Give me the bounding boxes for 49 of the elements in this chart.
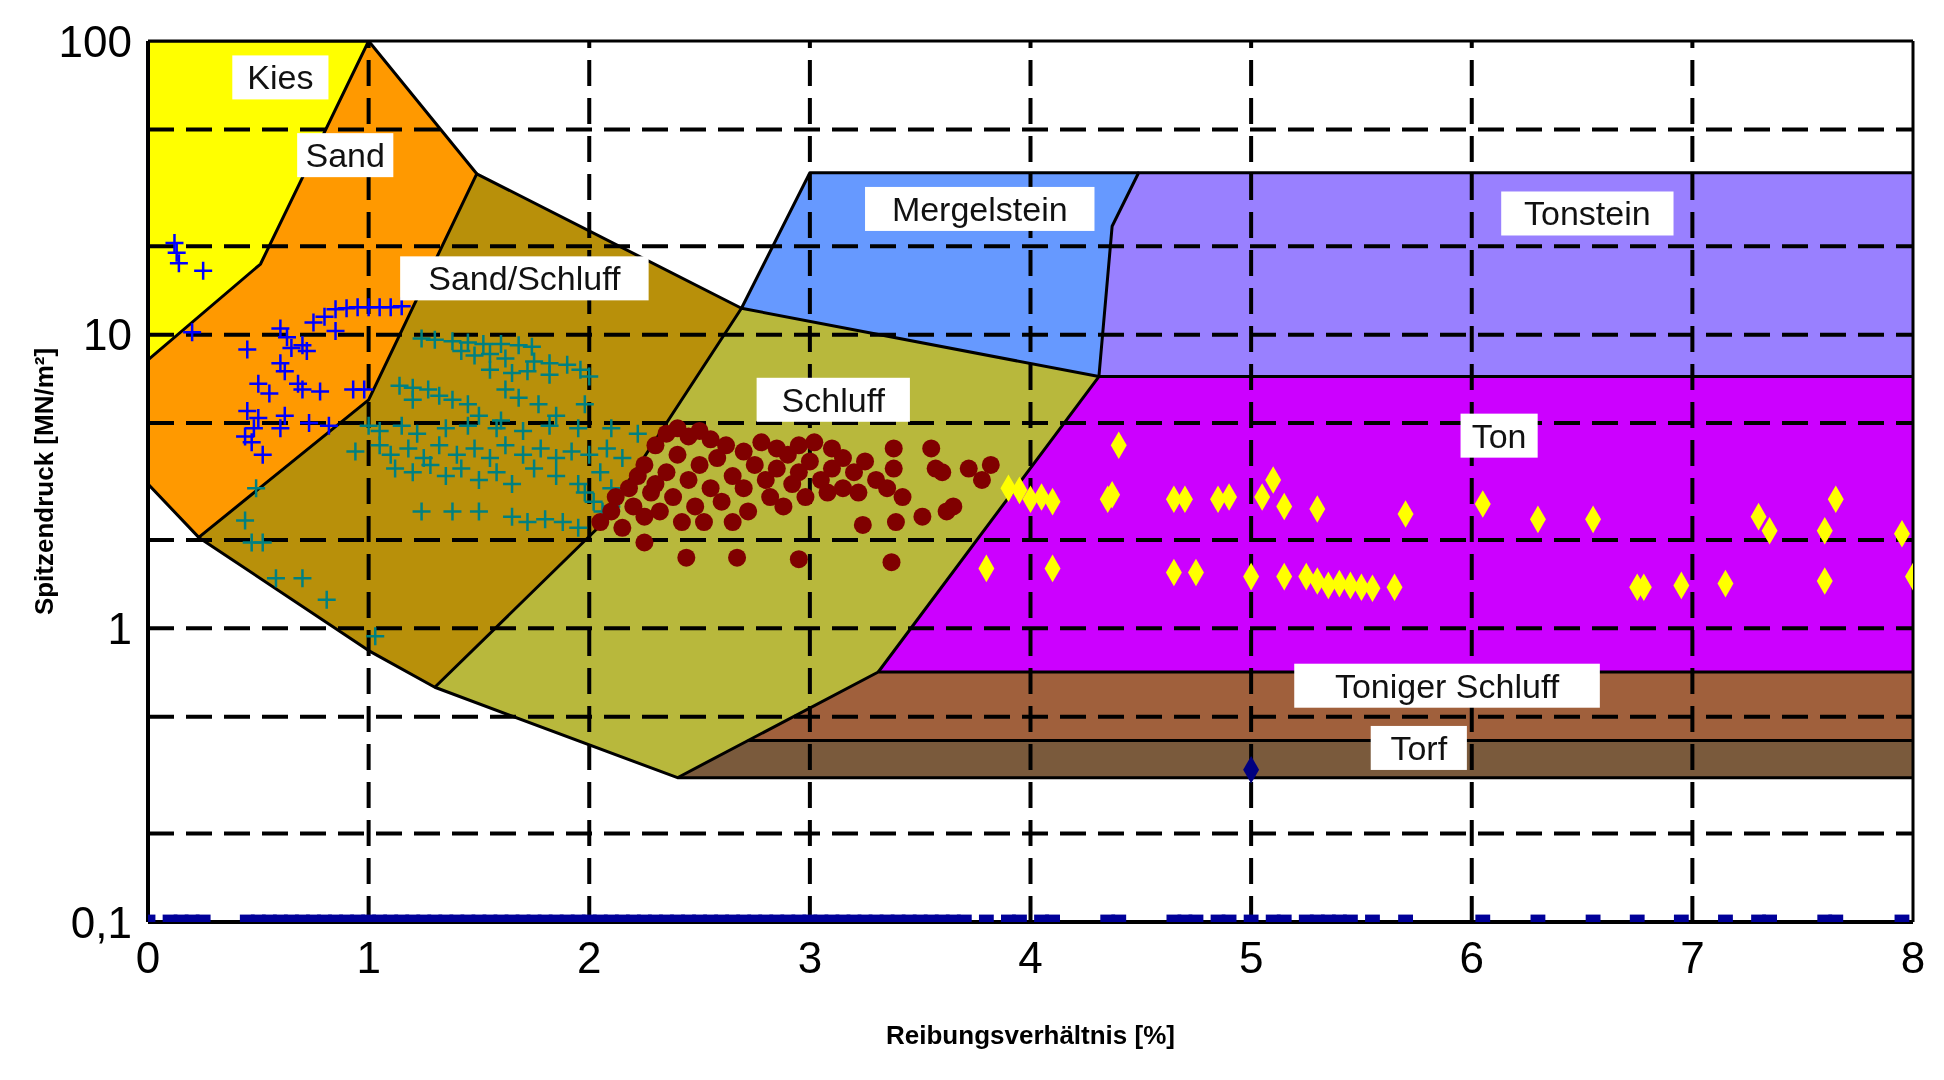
point	[309, 381, 331, 402]
point	[168, 253, 190, 274]
x-tick-label: 3	[797, 933, 823, 983]
x-tick-label: 0	[135, 933, 161, 983]
x-axis-title: Reibungsverhältnis [%]	[886, 1020, 1175, 1050]
x-tick-label: 6	[1459, 933, 1484, 983]
point	[243, 418, 265, 439]
y-axis-title: Spitzendruck [MN/m²]	[29, 347, 60, 616]
y-tick-label: 100	[58, 16, 132, 66]
series-label: Toniger Schluff	[1334, 666, 1560, 705]
point	[281, 337, 302, 359]
point	[380, 296, 401, 318]
point	[336, 298, 357, 319]
point	[292, 335, 313, 356]
point	[181, 321, 203, 343]
point	[303, 312, 324, 333]
point	[287, 373, 309, 395]
y-tick-label: 10	[83, 310, 132, 360]
y-tick-label: 0,1	[70, 897, 132, 947]
x-tick-label: 1	[356, 933, 381, 983]
x-tick-label: 8	[1900, 933, 1926, 983]
series-label: Tonstein	[1524, 194, 1651, 233]
x-tick-label: 5	[1238, 933, 1264, 983]
x-tick-label: 4	[1018, 933, 1043, 983]
point	[237, 339, 258, 360]
point	[318, 415, 340, 436]
series-label: Kies	[247, 58, 314, 97]
series-label: Sand/Schluff	[428, 259, 622, 298]
series-label: Mergelstein	[891, 189, 1068, 228]
point	[298, 412, 320, 434]
point	[274, 405, 296, 426]
series-label: Ton	[1471, 416, 1527, 455]
point	[314, 306, 335, 328]
point	[296, 340, 318, 362]
series-label: Schluff	[781, 380, 886, 419]
point	[325, 320, 346, 342]
point	[325, 299, 346, 320]
point	[274, 361, 296, 382]
y-tick-label: 1	[107, 603, 132, 653]
x-tick-label: 2	[577, 933, 602, 983]
point	[292, 379, 313, 400]
point	[164, 232, 185, 254]
point	[353, 379, 375, 400]
x-tick-label: 7	[1680, 933, 1705, 983]
series-label: Torf	[1390, 728, 1448, 767]
point	[270, 418, 291, 439]
point	[166, 242, 187, 264]
point	[192, 260, 214, 282]
series-label: Sand	[305, 136, 385, 175]
